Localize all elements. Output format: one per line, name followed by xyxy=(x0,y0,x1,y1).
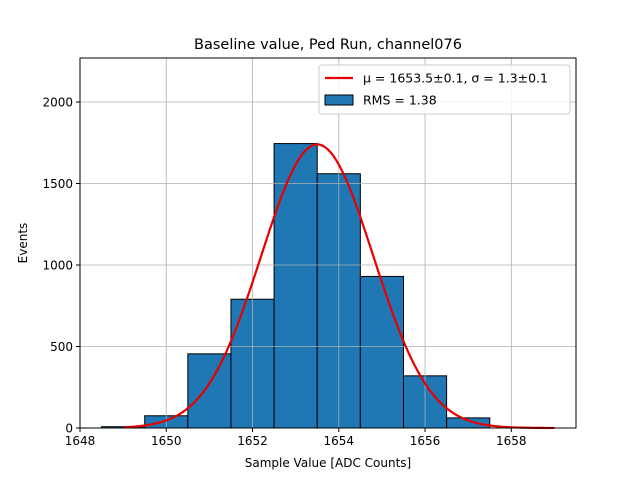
axes-frame xyxy=(79,57,577,429)
x-tick-label: 1648 xyxy=(65,434,96,448)
legend-box xyxy=(318,64,571,115)
legend-label: μ = 1653.5±0.1, σ = 1.3±0.1 xyxy=(363,71,548,86)
chart-title: Baseline value, Ped Run, channel076 xyxy=(194,37,462,53)
x-axis-label: Sample Value [ADC Counts] xyxy=(245,456,411,470)
histogram-bar xyxy=(187,353,232,429)
y-axis-label: Events xyxy=(16,223,30,264)
gaussian-fit-curve xyxy=(123,143,555,430)
histogram-bar xyxy=(359,275,404,429)
x-tick-label: 1650 xyxy=(151,434,182,448)
legend-patch-swatch xyxy=(324,94,354,106)
x-tick-label: 1652 xyxy=(237,434,268,448)
legend-label: RMS = 1.38 xyxy=(363,93,437,108)
y-tick-label: 2000 xyxy=(42,96,73,110)
x-tick-label: 1656 xyxy=(410,434,441,448)
x-tick-label: 1654 xyxy=(324,434,355,448)
plot-area: 1648 1650 1652 1654 1656 1658 0 500 1000 1500 2000 xyxy=(42,57,577,448)
y-tick-label: 0 xyxy=(65,422,73,436)
y-tick-label: 500 xyxy=(50,340,73,354)
legend: μ = 1653.5±0.1, σ = 1.3±0.1 RMS = 1.38 xyxy=(318,64,571,115)
y-tick-label: 1500 xyxy=(42,177,73,191)
y-tick-label: 1000 xyxy=(42,259,73,273)
x-tick-label: 1658 xyxy=(496,434,527,448)
histogram-bar xyxy=(273,143,318,429)
